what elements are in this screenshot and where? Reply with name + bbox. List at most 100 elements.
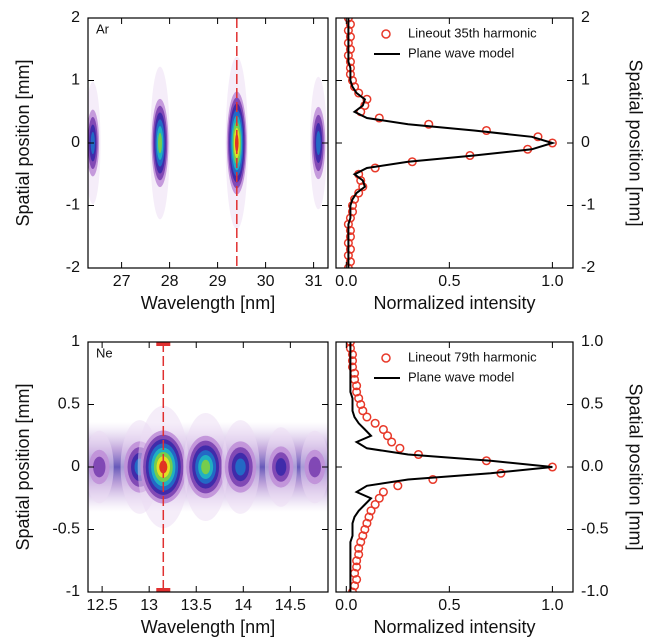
harmonic-spot: [264, 427, 297, 507]
legend-label: Plane wave model: [408, 45, 514, 60]
data-point: [428, 474, 438, 485]
data-point: [362, 518, 372, 528]
panel-annotation: Ar: [96, 21, 110, 36]
y-tick-label: -2: [581, 259, 595, 276]
y-tick-label: 1: [71, 72, 80, 89]
data-point: [354, 188, 364, 198]
y-tick-label: -1: [581, 197, 595, 214]
x-axis-label: Wavelength [nm]: [141, 293, 275, 313]
spot-layer: [93, 456, 106, 478]
harmonic-spot: [310, 76, 327, 210]
data-point: [352, 387, 362, 397]
data-point: [354, 393, 364, 403]
y-tick-label: 1: [581, 72, 590, 89]
y-tick-label: -1: [66, 197, 80, 214]
x-axis-label: Normalized intensity: [373, 617, 535, 637]
x-tick-label: 0.5: [438, 597, 460, 614]
data-point: [345, 19, 355, 29]
x-tick-label: 0.5: [438, 273, 460, 290]
y-axis-label: Spatial position [mm]: [625, 383, 645, 550]
data-point: [347, 356, 358, 366]
legend-label: Plane wave model: [408, 369, 514, 384]
data-point: [345, 257, 355, 267]
data-point: [354, 549, 364, 560]
spot-layer: [275, 458, 287, 476]
data-point: [347, 207, 358, 217]
data-point: [347, 587, 358, 592]
data-point: [547, 138, 557, 148]
data-point: [345, 232, 355, 242]
x-tick-label: 27: [113, 273, 131, 290]
data-point: [358, 531, 368, 541]
y-tick-label: 1: [71, 333, 80, 350]
panel-annotation: Ne: [96, 345, 113, 360]
data-point: [364, 512, 374, 522]
y-tick-label: 0.0: [581, 458, 603, 475]
data-point: [374, 113, 384, 123]
data-point: [345, 244, 355, 254]
y-tick-label: -1.0: [581, 583, 609, 600]
y-tick-label: 2: [71, 9, 80, 26]
x-tick-label: 30: [257, 273, 275, 290]
y-axis-label: Spatial position [mm]: [13, 59, 33, 226]
y-tick-label: -0.5: [52, 521, 80, 538]
plot-area: [345, 342, 557, 592]
data-point: [387, 437, 397, 447]
x-tick-label: 28: [161, 273, 179, 290]
x-axis-label: Normalized intensity: [373, 293, 535, 313]
data-point: [356, 175, 366, 186]
legend-marker: [381, 29, 391, 39]
x-tick-label: 1.0: [541, 597, 563, 614]
data-point: [382, 431, 393, 441]
data-point: [352, 556, 362, 566]
y-tick-label: -2: [66, 259, 80, 276]
spot-layer: [235, 458, 246, 476]
data-point: [424, 119, 434, 129]
model-line: [347, 18, 556, 268]
data-point: [354, 543, 364, 553]
spot-layer: [158, 132, 162, 154]
x-tick-label: 1.0: [541, 273, 563, 290]
spot-layer: [308, 456, 321, 478]
spot-layer: [316, 130, 321, 156]
data-point: [362, 412, 372, 422]
axes-frame: [87, 17, 329, 269]
data-point: [378, 424, 388, 435]
y-axis-label: Spatial position [mm]: [13, 383, 33, 550]
harmonic-spot: [88, 430, 114, 504]
x-tick-label: 0.0: [335, 273, 357, 290]
x-tick-label: 29: [209, 273, 227, 290]
y-tick-label: 0: [71, 134, 80, 151]
data-point: [356, 537, 366, 547]
data-point: [360, 524, 370, 535]
x-axis-label: Wavelength [nm]: [141, 617, 275, 637]
spot-layer: [201, 459, 211, 475]
x-tick-label: 12.5: [87, 597, 118, 614]
y-tick-label: 0.5: [581, 396, 603, 413]
data-point: [378, 487, 388, 497]
model-line: [349, 342, 553, 592]
data-point: [370, 499, 380, 510]
data-point: [345, 32, 355, 42]
data-point: [345, 44, 355, 54]
y-tick-label: 0: [581, 134, 590, 151]
spot-layer: [159, 460, 168, 474]
spot-layer: [235, 133, 239, 153]
y-tick-label: 0.5: [58, 396, 80, 413]
data-point: [347, 362, 358, 372]
x-tick-label: 13: [140, 597, 158, 614]
data-point: [370, 418, 380, 428]
data-point: [352, 562, 362, 572]
plot-area: [88, 405, 328, 529]
data-point: [345, 225, 355, 236]
data-point: [358, 406, 368, 416]
data-point: [354, 88, 364, 98]
y-tick-label: -1: [66, 583, 80, 600]
data-point: [395, 443, 405, 453]
harmonic-spot: [183, 412, 229, 522]
harmonic-spot: [221, 420, 260, 514]
data-point: [362, 94, 372, 104]
x-tick-label: 0.0: [335, 597, 357, 614]
harmonic-spot: [225, 56, 248, 230]
